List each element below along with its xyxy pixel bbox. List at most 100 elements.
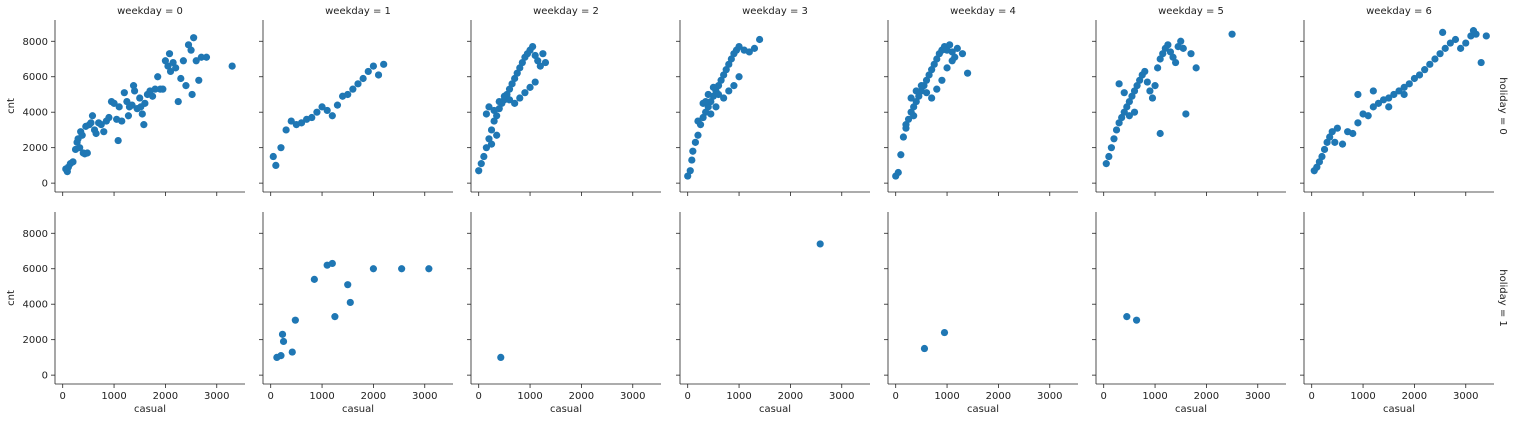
data-point	[720, 71, 728, 79]
data-point	[148, 92, 157, 100]
data-point	[1110, 135, 1118, 143]
data-point	[154, 73, 162, 81]
x-axis-label: casual	[134, 404, 166, 415]
data-point	[159, 85, 167, 93]
data-point	[1102, 160, 1110, 168]
x-tick-label: 1000	[101, 391, 126, 402]
y-tick-label: 8000	[23, 37, 48, 48]
data-point	[516, 64, 524, 72]
data-point	[1338, 140, 1347, 148]
data-point	[1123, 103, 1131, 111]
data-point	[1421, 66, 1429, 74]
data-point	[511, 99, 519, 107]
y-tick-label: 2000	[23, 335, 48, 346]
data-point	[745, 48, 753, 56]
data-point	[904, 115, 913, 123]
data-point	[1125, 97, 1133, 106]
x-tick-label: 3000	[1245, 391, 1270, 402]
data-point	[1146, 87, 1154, 95]
data-point	[480, 152, 488, 161]
data-point	[118, 117, 126, 125]
data-point	[1410, 74, 1419, 83]
facet-panel: weekday = 5	[1092, 6, 1286, 196]
data-point	[124, 112, 133, 120]
data-point	[928, 94, 936, 102]
data-point	[928, 66, 936, 74]
data-point	[1313, 163, 1321, 171]
data-point	[912, 97, 920, 106]
data-point	[1331, 138, 1339, 146]
data-point	[83, 149, 91, 157]
data-point	[1120, 89, 1128, 97]
data-point	[1125, 112, 1133, 120]
data-point	[1151, 82, 1159, 90]
data-point	[946, 41, 954, 49]
data-point	[1130, 87, 1139, 95]
data-point	[485, 135, 493, 143]
x-tick-label: 0	[1101, 391, 1107, 402]
data-point	[165, 50, 174, 58]
data-point	[529, 42, 537, 51]
data-point	[310, 275, 318, 283]
data-point	[684, 172, 692, 180]
data-point	[100, 128, 108, 136]
data-point	[1369, 103, 1377, 111]
data-point	[364, 67, 372, 76]
facet-panel: 0 1000 2000 3000 casual	[884, 212, 1078, 415]
data-point	[539, 50, 547, 58]
data-point	[1457, 44, 1465, 52]
data-point	[963, 69, 972, 77]
data-point	[513, 69, 521, 77]
data-point	[531, 51, 539, 60]
data-point	[287, 117, 295, 125]
data-point	[938, 76, 946, 84]
data-point	[369, 265, 378, 273]
data-point	[720, 94, 728, 102]
data-point	[1187, 50, 1195, 58]
data-point	[910, 103, 918, 111]
data-point	[297, 119, 306, 127]
x-tick-label: 3000	[1037, 391, 1062, 402]
data-point	[188, 90, 196, 99]
x-tick-label: 1000	[1142, 391, 1167, 402]
data-point	[1349, 129, 1357, 138]
y-tick-label: 4000	[23, 108, 48, 119]
data-point	[490, 117, 498, 125]
x-tick-label: 2000	[153, 391, 178, 402]
facet-column-title: weekday = 3	[742, 6, 808, 17]
data-point	[490, 106, 498, 115]
data-point	[495, 97, 503, 106]
data-point	[1436, 50, 1444, 58]
data-point	[344, 281, 352, 289]
data-point	[1469, 27, 1478, 35]
y-tick-label: 2000	[23, 143, 48, 154]
data-point	[912, 87, 920, 95]
x-tick-label: 0	[893, 391, 899, 402]
data-point	[151, 85, 159, 93]
data-point	[1405, 80, 1413, 88]
x-tick-label: 1000	[934, 391, 959, 402]
data-point	[110, 99, 118, 107]
data-point	[174, 97, 182, 106]
data-point	[1395, 87, 1403, 95]
data-point	[727, 55, 735, 63]
x-tick-label: 0	[685, 391, 691, 402]
data-point	[272, 161, 280, 170]
data-point	[346, 298, 354, 307]
data-point	[902, 121, 910, 129]
data-point	[686, 167, 694, 175]
data-point	[948, 48, 956, 56]
data-point	[1120, 108, 1128, 116]
data-point	[1179, 44, 1187, 52]
facet-panel: 0 1000 2000 3000 casual	[676, 212, 870, 415]
data-point	[1385, 94, 1393, 102]
data-point	[505, 85, 514, 93]
data-point	[943, 64, 951, 72]
data-point	[1318, 152, 1326, 161]
data-point	[1369, 87, 1377, 95]
data-point	[179, 57, 187, 65]
data-point	[172, 64, 180, 72]
data-point	[87, 119, 95, 127]
y-axis-label: cnt	[6, 290, 17, 306]
